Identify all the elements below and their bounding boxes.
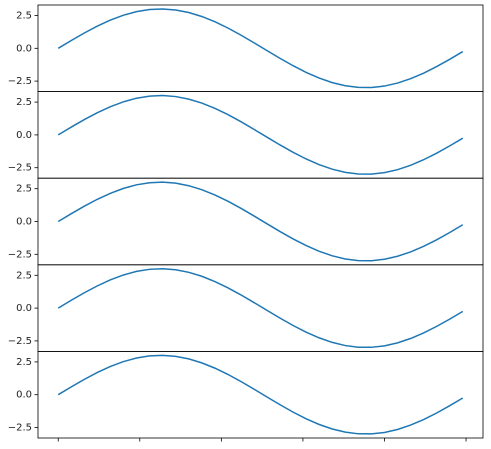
y-tick-label: −2.5 [8,163,32,174]
y-tick-label: 0.0 [16,130,32,141]
line [57,181,464,262]
axes-frame [37,91,484,179]
y-tick-label: 0.0 [16,303,32,314]
y-tick-label: 2.5 [16,10,32,21]
y-tick-label: 2.5 [16,357,32,368]
y-tick-label: −2.5 [8,249,32,260]
line [57,94,464,175]
axes-frame [37,264,484,352]
y-tick-label: 2.5 [16,270,32,281]
y-tick-label: 0.0 [16,217,32,228]
y-tick-label: 2.5 [16,97,32,108]
line [57,354,464,435]
line [57,8,464,89]
axes-frame [37,350,484,439]
axes-frame [37,4,484,92]
line [57,267,464,349]
axes-frame [37,177,484,266]
y-tick-label: 2.5 [16,184,32,195]
y-tick-label: 0.0 [16,390,32,401]
y-tick-label: −2.5 [8,423,32,434]
y-tick-label: 0.0 [16,43,32,54]
y-tick-label: −2.5 [8,336,32,347]
y-tick-label: −2.5 [8,76,32,87]
